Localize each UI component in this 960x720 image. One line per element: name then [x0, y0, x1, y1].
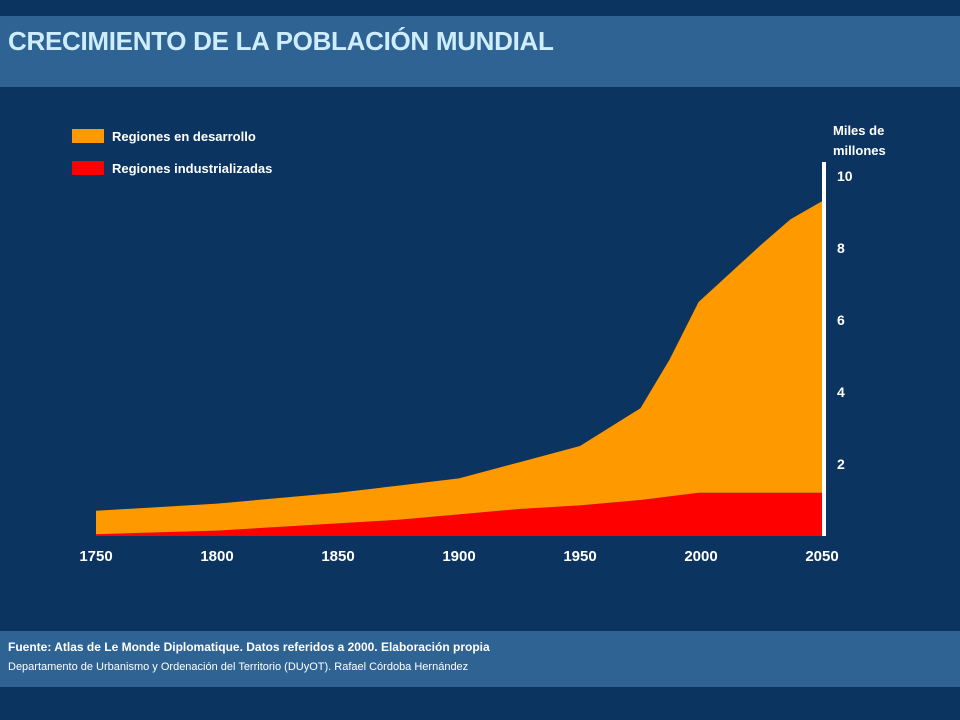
footer-bar	[0, 631, 960, 687]
legend-label-industrialized: Regiones industrializadas	[112, 161, 273, 176]
area-series-1	[96, 201, 822, 535]
y-tick-label: 2	[837, 456, 845, 472]
y-tick-label: 8	[837, 240, 845, 256]
x-tick-label: 1800	[200, 548, 233, 565]
x-tick-label: 1850	[321, 548, 354, 565]
legend-swatch-developing	[72, 129, 104, 143]
x-tick-label: 2000	[684, 548, 717, 565]
x-tick-label: 1950	[563, 548, 596, 565]
y-tick-label: 10	[837, 168, 853, 184]
legend-label-developing: Regiones en desarrollo	[112, 129, 256, 144]
x-tick-labels: 1750 1800 1850 1900 1950 2000 2050	[79, 548, 838, 565]
page-title: CRECIMIENTO DE LA POBLACIÓN MUNDIAL	[8, 26, 554, 56]
x-tick-label: 1900	[442, 548, 475, 565]
x-tick-label: 1750	[79, 548, 112, 565]
y-tick-labels: 2 4 6 8 10	[837, 168, 853, 472]
chart-areas	[96, 201, 822, 536]
footer-source: Fuente: Atlas de Le Monde Diplomatique. …	[8, 640, 490, 654]
legend-swatch-industrialized	[72, 161, 104, 175]
title-bar	[0, 16, 960, 87]
y-tick-label: 4	[837, 384, 845, 400]
y-axis-unit-label: Miles de millones	[833, 123, 886, 158]
y-tick-label: 6	[837, 312, 845, 328]
x-tick-label: 2050	[805, 548, 838, 565]
footer-credit: Departamento de Urbanismo y Ordenación d…	[8, 661, 469, 673]
